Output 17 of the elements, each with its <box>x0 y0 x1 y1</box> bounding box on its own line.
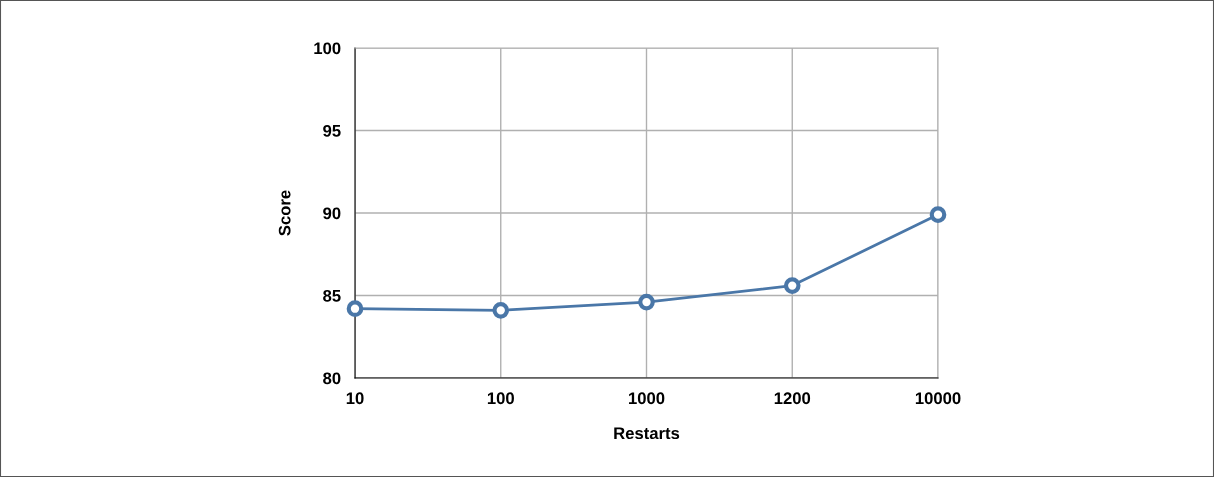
y-tick-label: 85 <box>323 289 341 302</box>
x-tick-label: 1000 <box>629 392 665 405</box>
point <box>929 206 947 223</box>
point <box>783 277 801 294</box>
y-tick-label: 80 <box>323 372 341 385</box>
x-tick-label: 1200 <box>774 392 811 405</box>
x-tick-label: 100 <box>487 392 514 405</box>
x-tick-label: 10 <box>346 392 364 405</box>
point <box>492 302 510 319</box>
point <box>346 300 364 318</box>
y-axis-title: Score <box>278 190 291 236</box>
y-tick-label: 100 <box>314 42 341 55</box>
x-axis-title: Restarts <box>614 427 680 440</box>
y-tick-label: 95 <box>323 124 341 137</box>
y-tick-label: 90 <box>323 207 341 220</box>
point <box>638 293 655 311</box>
x-tick-label: 10000 <box>915 392 961 405</box>
